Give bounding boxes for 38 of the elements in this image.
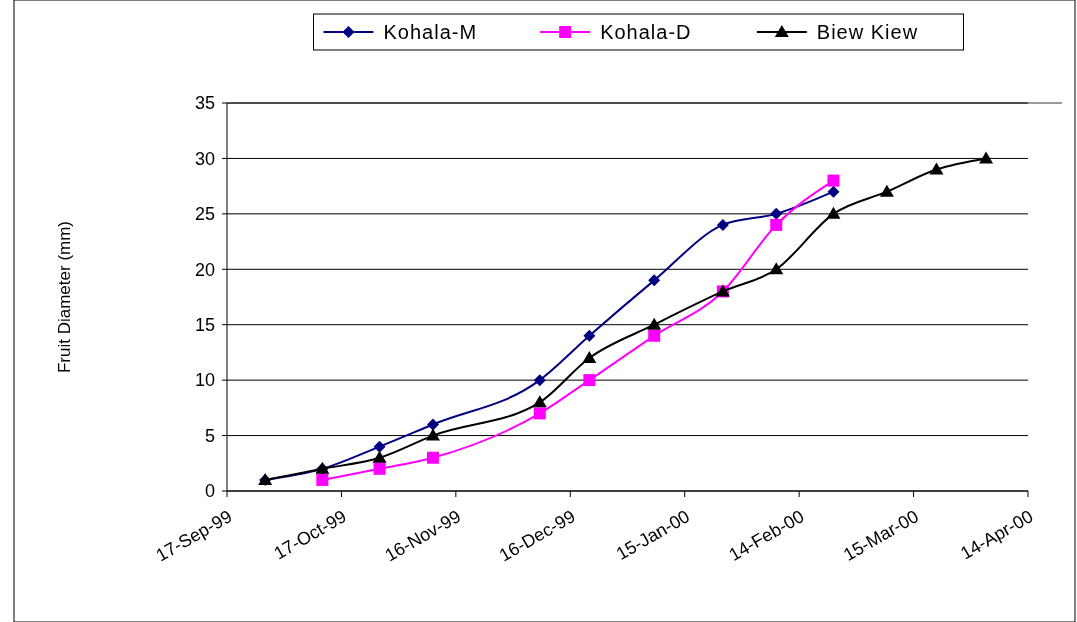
point bbox=[426, 418, 439, 431]
point bbox=[425, 428, 440, 441]
point bbox=[372, 450, 387, 463]
point bbox=[583, 374, 596, 387]
legend-label: Kohala-M bbox=[383, 21, 478, 43]
y-tick-label: 20 bbox=[194, 259, 215, 280]
point bbox=[827, 174, 840, 187]
y-tick-label: 25 bbox=[194, 204, 215, 225]
y-axis-title: Fruit Diameter (mm) bbox=[55, 220, 74, 374]
y-tick-label: 10 bbox=[194, 370, 215, 391]
point bbox=[532, 395, 547, 408]
point bbox=[648, 274, 661, 287]
point bbox=[582, 350, 597, 363]
point bbox=[373, 462, 386, 475]
point bbox=[426, 451, 439, 464]
y-tick-label: 35 bbox=[194, 93, 215, 114]
point bbox=[647, 317, 662, 330]
point bbox=[583, 329, 596, 342]
legend-label: Biew Kiew bbox=[816, 21, 919, 43]
legend-label: Kohala-D bbox=[600, 21, 692, 43]
y-tick-label: 30 bbox=[194, 148, 215, 169]
point bbox=[533, 374, 546, 387]
point bbox=[770, 207, 783, 220]
point bbox=[879, 184, 894, 197]
point bbox=[533, 407, 546, 420]
point bbox=[827, 185, 840, 198]
y-tick-label: 5 bbox=[204, 425, 215, 446]
point bbox=[769, 262, 784, 275]
point bbox=[648, 329, 661, 342]
point bbox=[826, 206, 841, 219]
y-tick-label: 15 bbox=[194, 315, 215, 336]
y-tick-label: 0 bbox=[204, 481, 215, 502]
point bbox=[373, 440, 386, 453]
point bbox=[716, 218, 729, 231]
point bbox=[929, 162, 944, 175]
point bbox=[979, 151, 994, 164]
point bbox=[316, 473, 329, 486]
point bbox=[770, 218, 783, 231]
